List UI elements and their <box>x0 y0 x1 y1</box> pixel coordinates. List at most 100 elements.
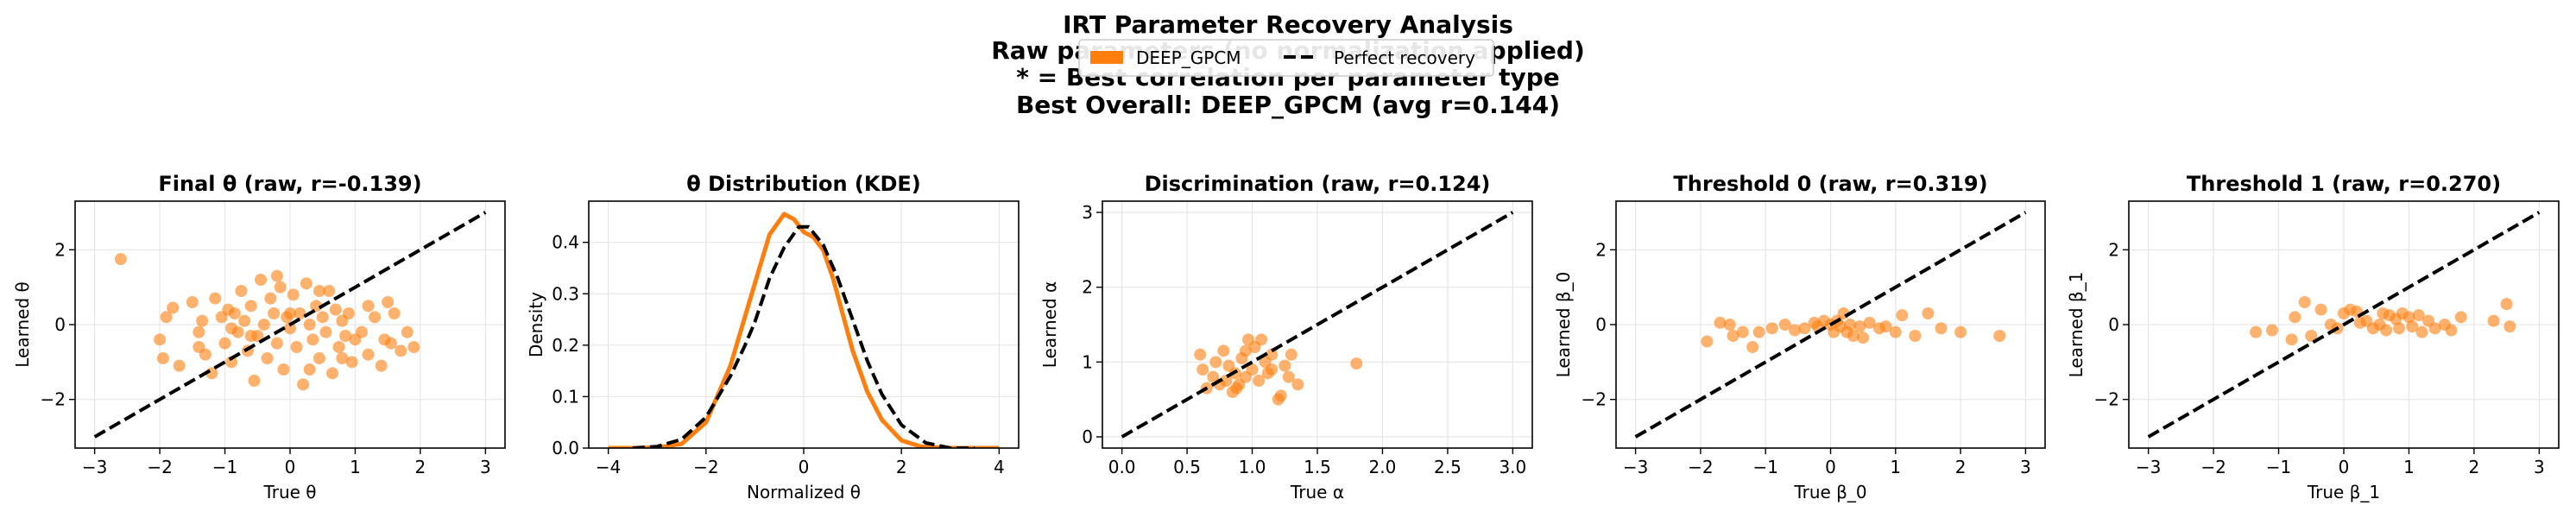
y-tick-label: 0.3 <box>552 283 579 304</box>
plot-area <box>608 212 1000 448</box>
x-tick-label: 0.0 <box>1108 457 1136 477</box>
scatter-point <box>310 300 323 313</box>
scatter-point <box>1896 309 1909 322</box>
scatter-point <box>1889 325 1902 338</box>
panel-title: Discrimination (raw, r=0.124) <box>1145 172 1491 196</box>
scatter-point <box>329 303 342 316</box>
scatter-point <box>1253 375 1266 387</box>
scatter-point <box>270 269 283 282</box>
plot-area <box>1634 211 2027 439</box>
scatter-point <box>345 356 358 369</box>
scatter-point <box>2454 311 2467 324</box>
scatter-point <box>1701 335 1714 348</box>
x-tick-label: −2 <box>2200 457 2226 477</box>
scatter-point <box>303 363 316 376</box>
scatter-point <box>1863 316 1876 329</box>
scatter-point <box>1279 359 1291 372</box>
scatter-point <box>401 325 414 338</box>
scatter-point <box>1746 341 1759 353</box>
scatter-point <box>193 341 205 353</box>
scatter-point <box>1909 330 1922 342</box>
y-axis-label: Learned α <box>1039 281 1060 368</box>
chart-panel-3: 0.0 0.5 1.0 1.5 2.0 2.5 3.0 0 1 2 3 Discrimination … <box>1039 172 1533 502</box>
y-tick-label: 1 <box>1082 351 1093 372</box>
scatter-point <box>287 288 300 301</box>
scatter-point <box>228 307 241 319</box>
scatter-point <box>209 292 222 305</box>
scatter-point <box>1922 307 1935 319</box>
chart-panel-4: −3 −2 −1 0 1 2 3 −2 0 2 Threshold 0 (raw, r=0.319)… <box>1553 172 2046 502</box>
scatter-point <box>218 337 231 350</box>
scatter-point <box>1291 378 1304 391</box>
plot-area <box>93 211 487 439</box>
scatter-point <box>1255 333 1268 346</box>
x-tick-label: 3 <box>2534 457 2545 477</box>
x-tick-label: 1 <box>2403 457 2415 477</box>
x-tick-label: 0 <box>1825 457 1836 477</box>
x-tick-label: 4 <box>994 457 1005 477</box>
scatter-point <box>342 307 355 319</box>
scatter-point <box>1789 324 1802 337</box>
scatter-point <box>316 311 329 324</box>
scatter-point <box>2266 324 2278 337</box>
y-tick-label: 0.4 <box>552 232 579 253</box>
scatter-point <box>388 307 401 319</box>
x-tick-label: 2.0 <box>1369 457 1397 477</box>
scatter-point <box>277 363 290 376</box>
x-tick-label: 0 <box>2339 457 2350 477</box>
x-axis-label: Normalized θ <box>747 482 861 502</box>
scatter-point <box>2428 322 2441 335</box>
scatter-point <box>1993 330 2006 342</box>
x-tick-label: 0.5 <box>1173 457 1201 477</box>
scatter-point <box>1196 363 1209 376</box>
scatter-point <box>339 330 352 342</box>
y-axis-label: Learned β_1 <box>2066 272 2087 378</box>
scatter-point <box>2412 309 2425 322</box>
panel-title: Final θ (raw, r=-0.139) <box>158 172 421 196</box>
scatter-point <box>1282 370 1295 383</box>
x-tick-label: −2 <box>147 457 172 477</box>
y-axis-label: Learned θ <box>12 281 33 368</box>
scatter-point <box>2415 325 2428 338</box>
x-tick-label: 2 <box>1955 457 1967 477</box>
scatter-point <box>2305 330 2318 342</box>
scatter-point <box>1194 348 1207 361</box>
scatter-point <box>369 311 382 324</box>
y-tick-label: −2 <box>41 389 66 410</box>
x-tick-label: 0 <box>799 457 810 477</box>
figure-title-line: Best Overall: DEEP_GPCM (avg r=0.144) <box>1016 91 1560 119</box>
scatter-point <box>1736 325 1749 338</box>
chart-panel-1: −3 −2 −1 0 1 2 3 −2 0 2 Final θ (raw, r=-0.139) Tru… <box>12 172 506 502</box>
scatter-point <box>1230 382 1243 395</box>
x-axis-label: True α <box>1290 482 1344 502</box>
scatter-point <box>238 314 251 327</box>
x-axis-label: True θ <box>262 482 316 502</box>
scatter-point <box>1274 389 1287 402</box>
scatter-point <box>2487 314 2500 327</box>
scatter-point <box>2380 324 2393 337</box>
scatter-point <box>156 352 169 364</box>
scatter-point <box>268 307 281 319</box>
scatter-point <box>244 330 257 342</box>
scatter-point <box>336 352 349 364</box>
x-tick-label: 2.5 <box>1434 457 1462 477</box>
plot-area <box>1121 211 1514 439</box>
scatter-point <box>1240 344 1252 357</box>
scatter-point <box>356 325 368 338</box>
kde-model-line <box>608 212 1000 448</box>
scatter-point <box>2402 311 2415 324</box>
figure-title-line: IRT Parameter Recovery Analysis <box>1063 10 1513 39</box>
y-tick-label: 2 <box>1595 239 1607 260</box>
scatter-point <box>395 344 407 357</box>
plot-area <box>2147 211 2541 439</box>
x-tick-label: 1.5 <box>1304 457 1331 477</box>
x-tick-label: −3 <box>82 457 107 477</box>
x-tick-label: −3 <box>1623 457 1648 477</box>
x-tick-label: 3 <box>480 457 491 477</box>
scatter-point <box>1844 319 1857 331</box>
x-axis-label: True β_0 <box>1793 482 1866 502</box>
legend-label-perfect-recovery: Perfect recovery <box>1334 47 1475 68</box>
scatter-point <box>375 359 388 372</box>
scatter-point <box>297 378 310 391</box>
panel-title: Threshold 0 (raw, r=0.319) <box>1673 172 1987 196</box>
